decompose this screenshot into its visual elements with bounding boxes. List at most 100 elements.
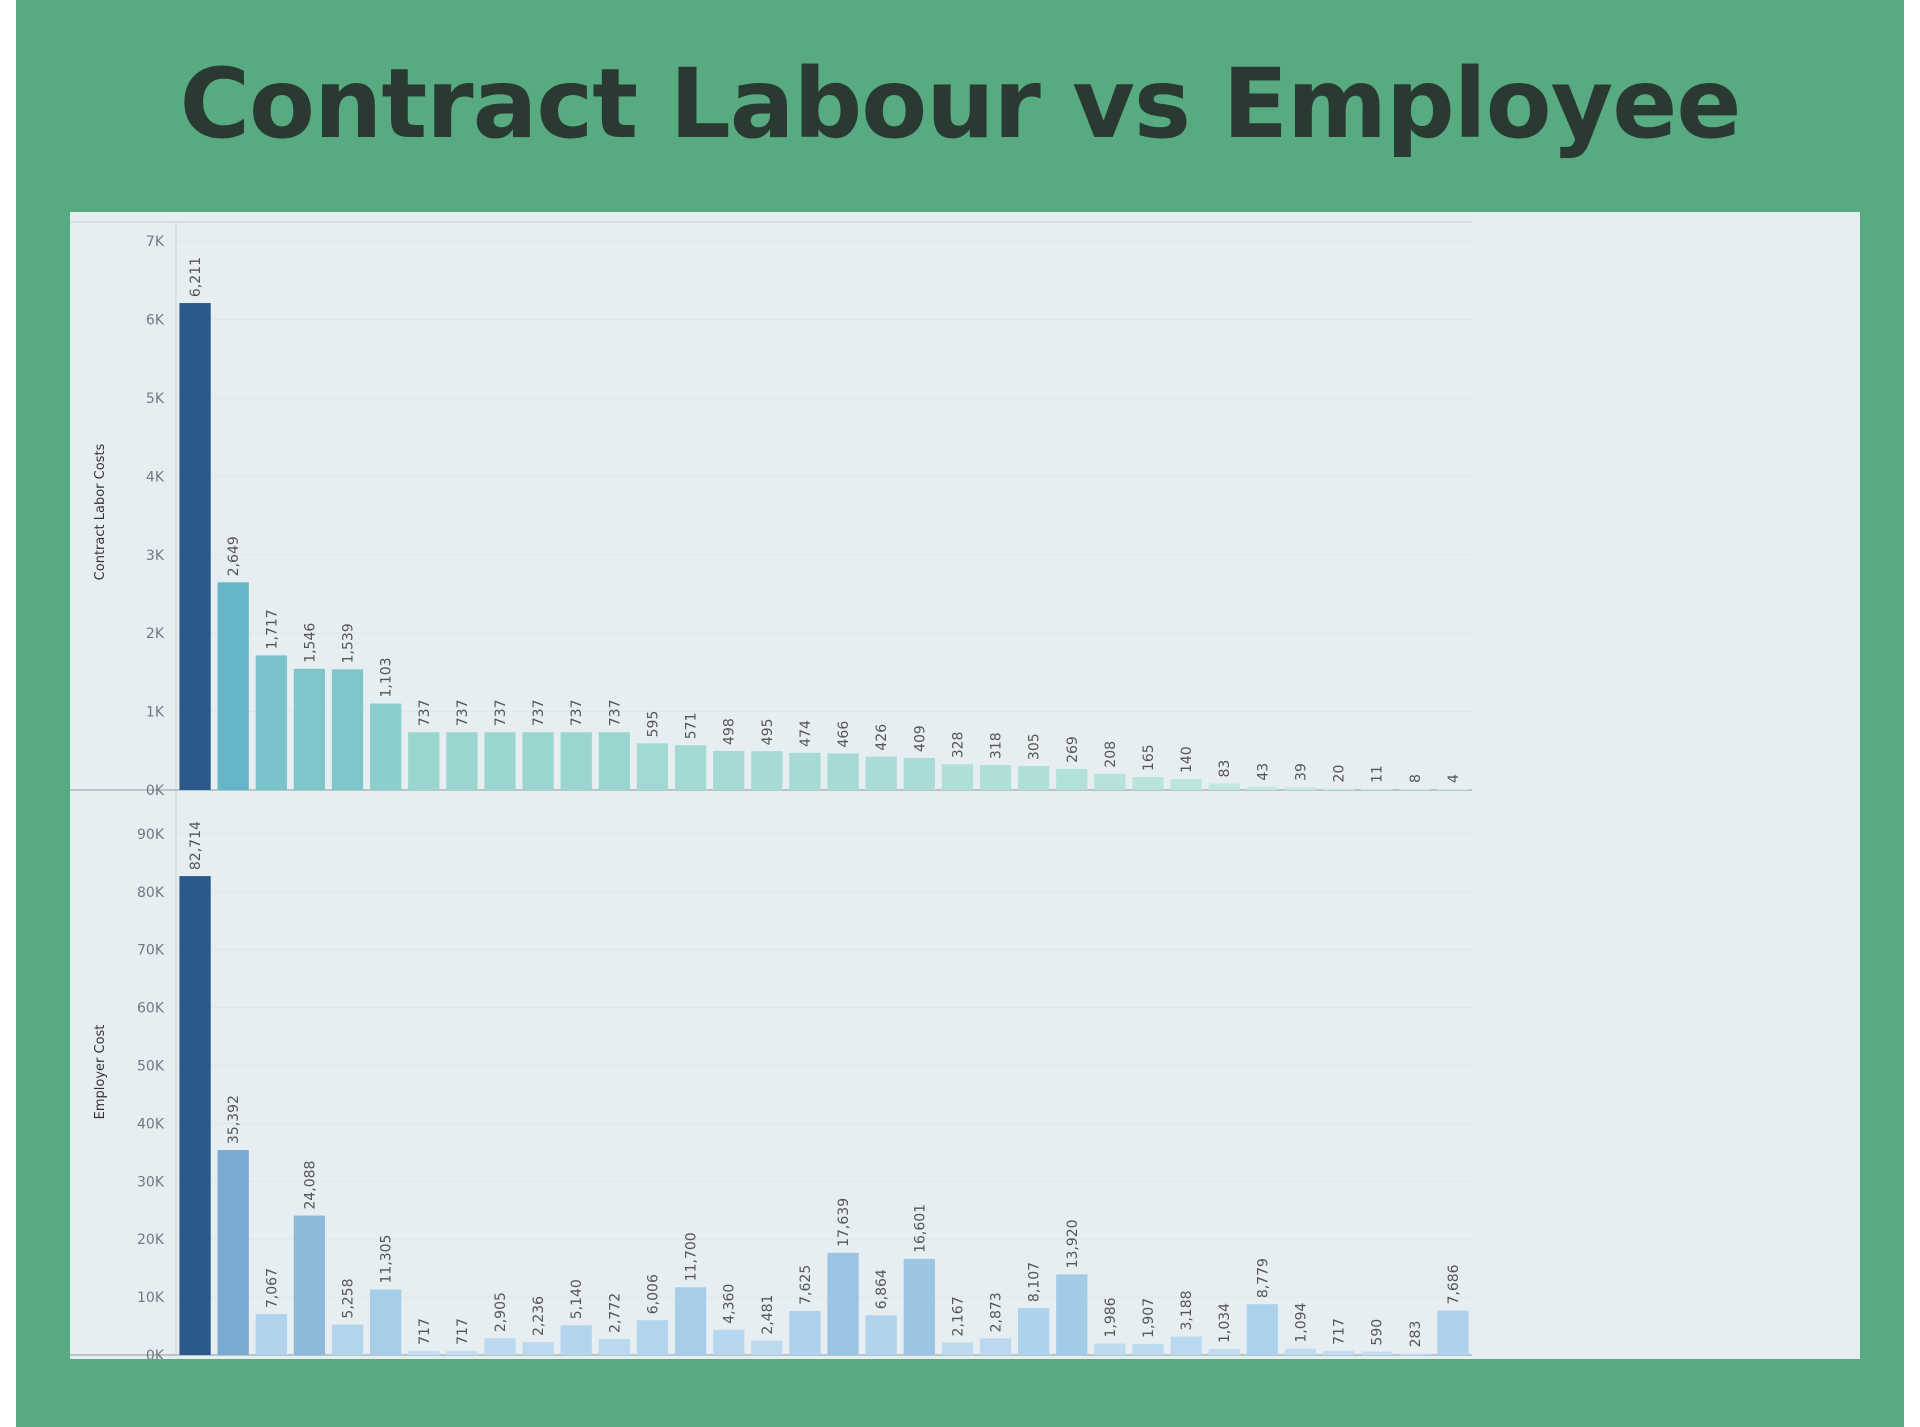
contract-bar	[1246, 786, 1278, 790]
employer-data-label: 4,360	[722, 1284, 738, 1324]
employer-bar	[789, 1310, 821, 1355]
contract-bar	[751, 751, 783, 790]
contract-bar	[979, 765, 1012, 790]
employer-bar	[370, 1289, 402, 1355]
employer-data-label: 82,714	[188, 821, 204, 870]
employer-bar	[331, 1324, 364, 1355]
contract-bar	[560, 732, 592, 790]
contract-data-label: 140	[1179, 746, 1195, 773]
y-tick-label: 0K	[146, 783, 165, 799]
contract-data-label: 83	[1217, 760, 1233, 778]
employer-data-label: 1,034	[1217, 1303, 1233, 1343]
contract-data-label: 6,211	[188, 257, 204, 297]
contract-data-label: 498	[722, 718, 738, 745]
chart-svg: 0K 1K 2K 3K 4K 5K 6K 7K Contract Labor Costs 6,21…	[70, 221, 1472, 1359]
employer-data-label: 3,188	[1179, 1290, 1195, 1330]
contract-data-label: 165	[1141, 744, 1157, 771]
y-tick-label: 6K	[146, 313, 165, 329]
contract-data-label: 43	[1255, 763, 1271, 781]
employer-bar	[560, 1325, 592, 1355]
employer-data-label: 2,905	[493, 1292, 509, 1332]
employer-data-label: 590	[1370, 1319, 1386, 1346]
employer-bar	[751, 1340, 783, 1355]
employer-bar	[1132, 1343, 1164, 1355]
contract-bar	[522, 732, 554, 790]
employer-bar	[1246, 1304, 1278, 1355]
contract-bar	[370, 703, 402, 790]
contract-data-label: 466	[836, 721, 852, 748]
employer-data-label: 6,864	[874, 1269, 890, 1309]
contract-bar	[1170, 779, 1202, 790]
employer-data-label: 8,779	[1255, 1258, 1271, 1298]
contract-data-label: 11	[1370, 765, 1386, 783]
y-tick-label: 2K	[146, 626, 165, 642]
employer-bar	[1094, 1343, 1126, 1355]
employer-bar	[1284, 1348, 1317, 1355]
employer-data-label: 2,873	[989, 1292, 1005, 1332]
contract-data-label: 474	[798, 720, 814, 747]
contract-bar	[1284, 786, 1317, 790]
y-tick-label: 60K	[137, 1001, 165, 1017]
employer-bar	[1437, 1310, 1469, 1355]
y-axis-title: Contract Labor Costs	[93, 443, 108, 580]
contract-data-label: 208	[1103, 741, 1119, 768]
employer-data-label: 5,140	[569, 1279, 585, 1319]
employer-data-label: 2,772	[607, 1293, 623, 1333]
employer-data-label: 24,088	[302, 1161, 318, 1210]
employer-data-label: 35,392	[226, 1095, 242, 1144]
contract-data-label: 1,717	[264, 609, 280, 649]
employer-bar	[1056, 1274, 1088, 1355]
contract-bar	[1399, 789, 1431, 790]
contract-data-label: 737	[493, 699, 509, 726]
employer-data-label: 283	[1408, 1321, 1424, 1348]
employer-bar	[255, 1314, 287, 1355]
contract-data-label: 39	[1293, 763, 1309, 781]
contract-data-label: 8	[1408, 774, 1424, 783]
contract-bar	[179, 303, 211, 790]
employer-bar	[1322, 1350, 1355, 1355]
employer-data-label: 717	[417, 1318, 433, 1345]
employer-bar	[408, 1350, 440, 1355]
contract-bar	[484, 732, 516, 790]
contract-data-label: 328	[950, 732, 966, 759]
y-tick-label: 7K	[146, 234, 165, 250]
contract-data-label: 737	[531, 699, 547, 726]
employer-bar	[636, 1320, 669, 1355]
contract-data-label: 4	[1446, 774, 1462, 783]
y-tick-label: 20K	[137, 1232, 165, 1248]
contract-bar	[1437, 789, 1469, 790]
contract-data-label: 495	[760, 718, 776, 745]
employer-bar	[1399, 1353, 1431, 1355]
page-title: Contract Labour vs Employee	[179, 48, 1742, 160]
contract-data-label: 737	[417, 699, 433, 726]
employer-bar	[293, 1215, 326, 1355]
employer-bar	[941, 1342, 974, 1355]
contract-bar	[789, 752, 821, 790]
contract-bar	[941, 764, 974, 790]
y-axis-title: Employer Cost	[93, 1025, 108, 1120]
employer-bar	[674, 1287, 707, 1355]
employer-bar	[484, 1338, 516, 1355]
employer-data-label: 1,094	[1293, 1302, 1309, 1342]
contract-bar	[255, 655, 287, 790]
contract-bar	[1018, 766, 1050, 790]
employer-bar	[179, 876, 211, 1355]
contract-bar	[598, 732, 630, 790]
contract-data-label: 571	[684, 712, 700, 739]
contract-data-label: 737	[607, 699, 623, 726]
y-tick-label: 90K	[137, 827, 165, 843]
contract-data-label: 269	[1065, 736, 1081, 763]
y-tick-label: 80K	[137, 885, 165, 901]
employer-data-label: 8,107	[1027, 1262, 1043, 1302]
employer-bar	[979, 1338, 1012, 1355]
employer-data-label: 2,167	[950, 1296, 966, 1336]
employer-data-label: 11,305	[379, 1235, 395, 1284]
employer-data-label: 5,258	[341, 1278, 357, 1318]
contract-data-label: 595	[645, 711, 661, 738]
contract-bar	[1361, 789, 1393, 790]
contract-bar	[446, 732, 478, 790]
contract-bar	[903, 757, 935, 790]
employer-bar	[903, 1258, 935, 1355]
y-tick-label: 50K	[137, 1059, 165, 1075]
employer-data-label: 7,067	[264, 1268, 280, 1308]
